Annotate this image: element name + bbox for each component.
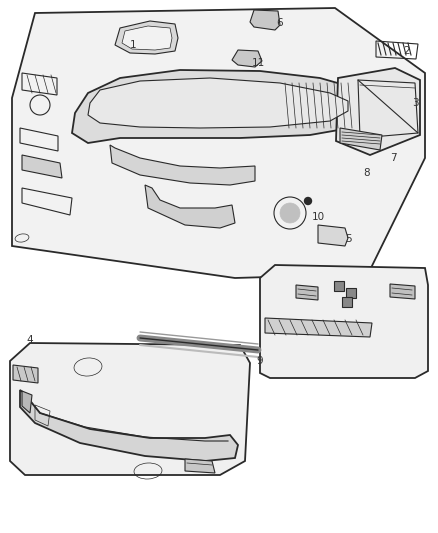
Polygon shape — [296, 285, 318, 300]
Bar — [334, 281, 344, 291]
Text: 3: 3 — [412, 98, 418, 108]
Text: 7: 7 — [390, 153, 396, 163]
Polygon shape — [250, 10, 280, 30]
Text: 2: 2 — [404, 46, 410, 56]
Circle shape — [280, 203, 300, 223]
Polygon shape — [22, 155, 62, 178]
Text: 1: 1 — [130, 40, 136, 50]
Text: 8: 8 — [364, 168, 370, 178]
Polygon shape — [340, 128, 382, 150]
Polygon shape — [390, 284, 415, 299]
Text: 5: 5 — [345, 234, 351, 244]
Polygon shape — [20, 390, 238, 461]
Polygon shape — [72, 70, 365, 143]
Text: 11: 11 — [251, 58, 265, 68]
Polygon shape — [88, 78, 348, 128]
Text: 9: 9 — [257, 356, 263, 366]
Polygon shape — [336, 68, 420, 155]
Polygon shape — [265, 318, 372, 337]
Bar — [346, 288, 356, 298]
Text: 6: 6 — [277, 18, 283, 28]
Polygon shape — [260, 265, 428, 378]
Bar — [342, 297, 352, 307]
Polygon shape — [318, 225, 348, 246]
Polygon shape — [12, 8, 425, 278]
Polygon shape — [232, 50, 262, 67]
Polygon shape — [10, 343, 250, 475]
Polygon shape — [185, 459, 215, 473]
Polygon shape — [110, 145, 255, 185]
Text: 4: 4 — [27, 335, 33, 345]
Polygon shape — [22, 391, 32, 413]
Circle shape — [304, 198, 311, 205]
Polygon shape — [122, 26, 172, 50]
Polygon shape — [115, 21, 178, 54]
Text: 10: 10 — [311, 212, 325, 222]
Polygon shape — [145, 185, 235, 228]
Polygon shape — [13, 365, 38, 383]
